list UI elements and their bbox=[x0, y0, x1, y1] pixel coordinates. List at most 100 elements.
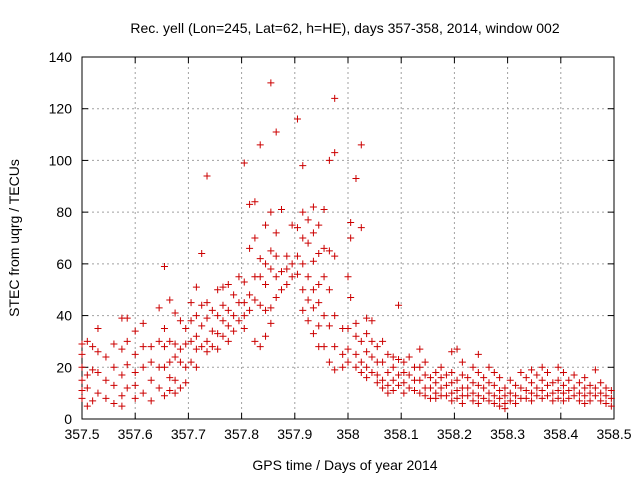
data-point bbox=[224, 281, 232, 289]
data-point bbox=[171, 353, 179, 361]
data-point bbox=[131, 350, 139, 358]
data-point bbox=[224, 322, 232, 330]
data-point bbox=[597, 379, 605, 387]
data-point bbox=[309, 286, 317, 294]
data-point bbox=[283, 281, 291, 289]
data-point bbox=[94, 389, 102, 397]
data-point bbox=[517, 368, 525, 376]
x-tick-label: 358.1 bbox=[384, 426, 419, 442]
data-point bbox=[602, 384, 610, 392]
data-point bbox=[309, 304, 317, 312]
data-point bbox=[602, 392, 610, 400]
data-point bbox=[395, 301, 403, 309]
data-point bbox=[176, 317, 184, 325]
data-point bbox=[203, 348, 211, 356]
data-point bbox=[453, 345, 461, 353]
data-point bbox=[533, 392, 541, 400]
data-point bbox=[83, 337, 91, 345]
data-point bbox=[299, 162, 307, 170]
data-point bbox=[299, 234, 307, 242]
data-point bbox=[139, 319, 147, 327]
data-point bbox=[458, 399, 466, 407]
data-point bbox=[94, 348, 102, 356]
data-point bbox=[344, 358, 352, 366]
data-point bbox=[147, 397, 155, 405]
data-point bbox=[219, 332, 227, 340]
data-point bbox=[565, 387, 573, 395]
data-point bbox=[267, 304, 275, 312]
data-point bbox=[597, 389, 605, 397]
data-point bbox=[389, 353, 397, 361]
data-point bbox=[559, 397, 567, 405]
data-point bbox=[182, 363, 190, 371]
data-point bbox=[405, 384, 413, 392]
data-point bbox=[219, 283, 227, 291]
data-point bbox=[240, 299, 248, 307]
data-point bbox=[267, 247, 275, 255]
data-point bbox=[166, 296, 174, 304]
data-point bbox=[182, 325, 190, 332]
data-point bbox=[110, 399, 118, 407]
data-point bbox=[256, 301, 264, 309]
data-point bbox=[363, 374, 371, 382]
data-point bbox=[581, 399, 589, 407]
data-point bbox=[299, 286, 307, 294]
data-point bbox=[147, 358, 155, 366]
data-point bbox=[267, 208, 275, 216]
data-point bbox=[448, 348, 456, 356]
y-tick-label: 60 bbox=[56, 256, 72, 272]
data-point bbox=[78, 376, 86, 384]
data-point bbox=[458, 358, 466, 366]
data-point bbox=[219, 317, 227, 325]
data-point bbox=[464, 392, 472, 400]
data-point bbox=[139, 363, 147, 371]
data-point bbox=[554, 363, 562, 371]
data-point bbox=[262, 281, 270, 289]
data-point bbox=[512, 399, 520, 407]
data-point bbox=[368, 317, 376, 325]
x-tick-label: 358.5 bbox=[596, 426, 631, 442]
data-point bbox=[528, 366, 536, 374]
data-point bbox=[581, 384, 589, 392]
data-point bbox=[208, 343, 216, 351]
data-point bbox=[235, 273, 243, 281]
data-point bbox=[214, 286, 222, 294]
data-point bbox=[147, 343, 155, 351]
data-point bbox=[485, 397, 493, 405]
data-point bbox=[304, 273, 312, 281]
data-point bbox=[139, 389, 147, 397]
data-point bbox=[160, 325, 168, 332]
data-point bbox=[474, 399, 482, 407]
data-point bbox=[78, 387, 86, 395]
data-point bbox=[240, 325, 248, 332]
data-point bbox=[182, 379, 190, 387]
x-tick-label: 357.8 bbox=[224, 426, 259, 442]
data-point bbox=[203, 314, 211, 322]
data-point bbox=[384, 381, 392, 389]
data-point bbox=[246, 306, 254, 314]
data-point bbox=[389, 387, 397, 395]
data-point bbox=[522, 374, 530, 382]
data-point bbox=[437, 363, 445, 371]
data-point bbox=[256, 343, 264, 351]
data-point bbox=[496, 387, 504, 395]
y-axis-label: STEC from uqrg / TECUs bbox=[6, 159, 22, 317]
data-point bbox=[432, 394, 440, 402]
data-point bbox=[522, 394, 530, 402]
data-point bbox=[379, 337, 387, 345]
data-point bbox=[363, 330, 371, 338]
data-point bbox=[490, 381, 498, 389]
data-point bbox=[102, 394, 110, 402]
data-point bbox=[299, 306, 307, 314]
data-point bbox=[591, 384, 599, 392]
data-point bbox=[293, 115, 301, 123]
data-point bbox=[344, 325, 352, 332]
data-point bbox=[288, 260, 296, 268]
data-point bbox=[219, 301, 227, 309]
data-point bbox=[94, 368, 102, 376]
data-point bbox=[203, 172, 211, 180]
data-point bbox=[458, 371, 466, 379]
data-point bbox=[538, 363, 546, 371]
data-point bbox=[453, 376, 461, 384]
data-point bbox=[251, 296, 259, 304]
